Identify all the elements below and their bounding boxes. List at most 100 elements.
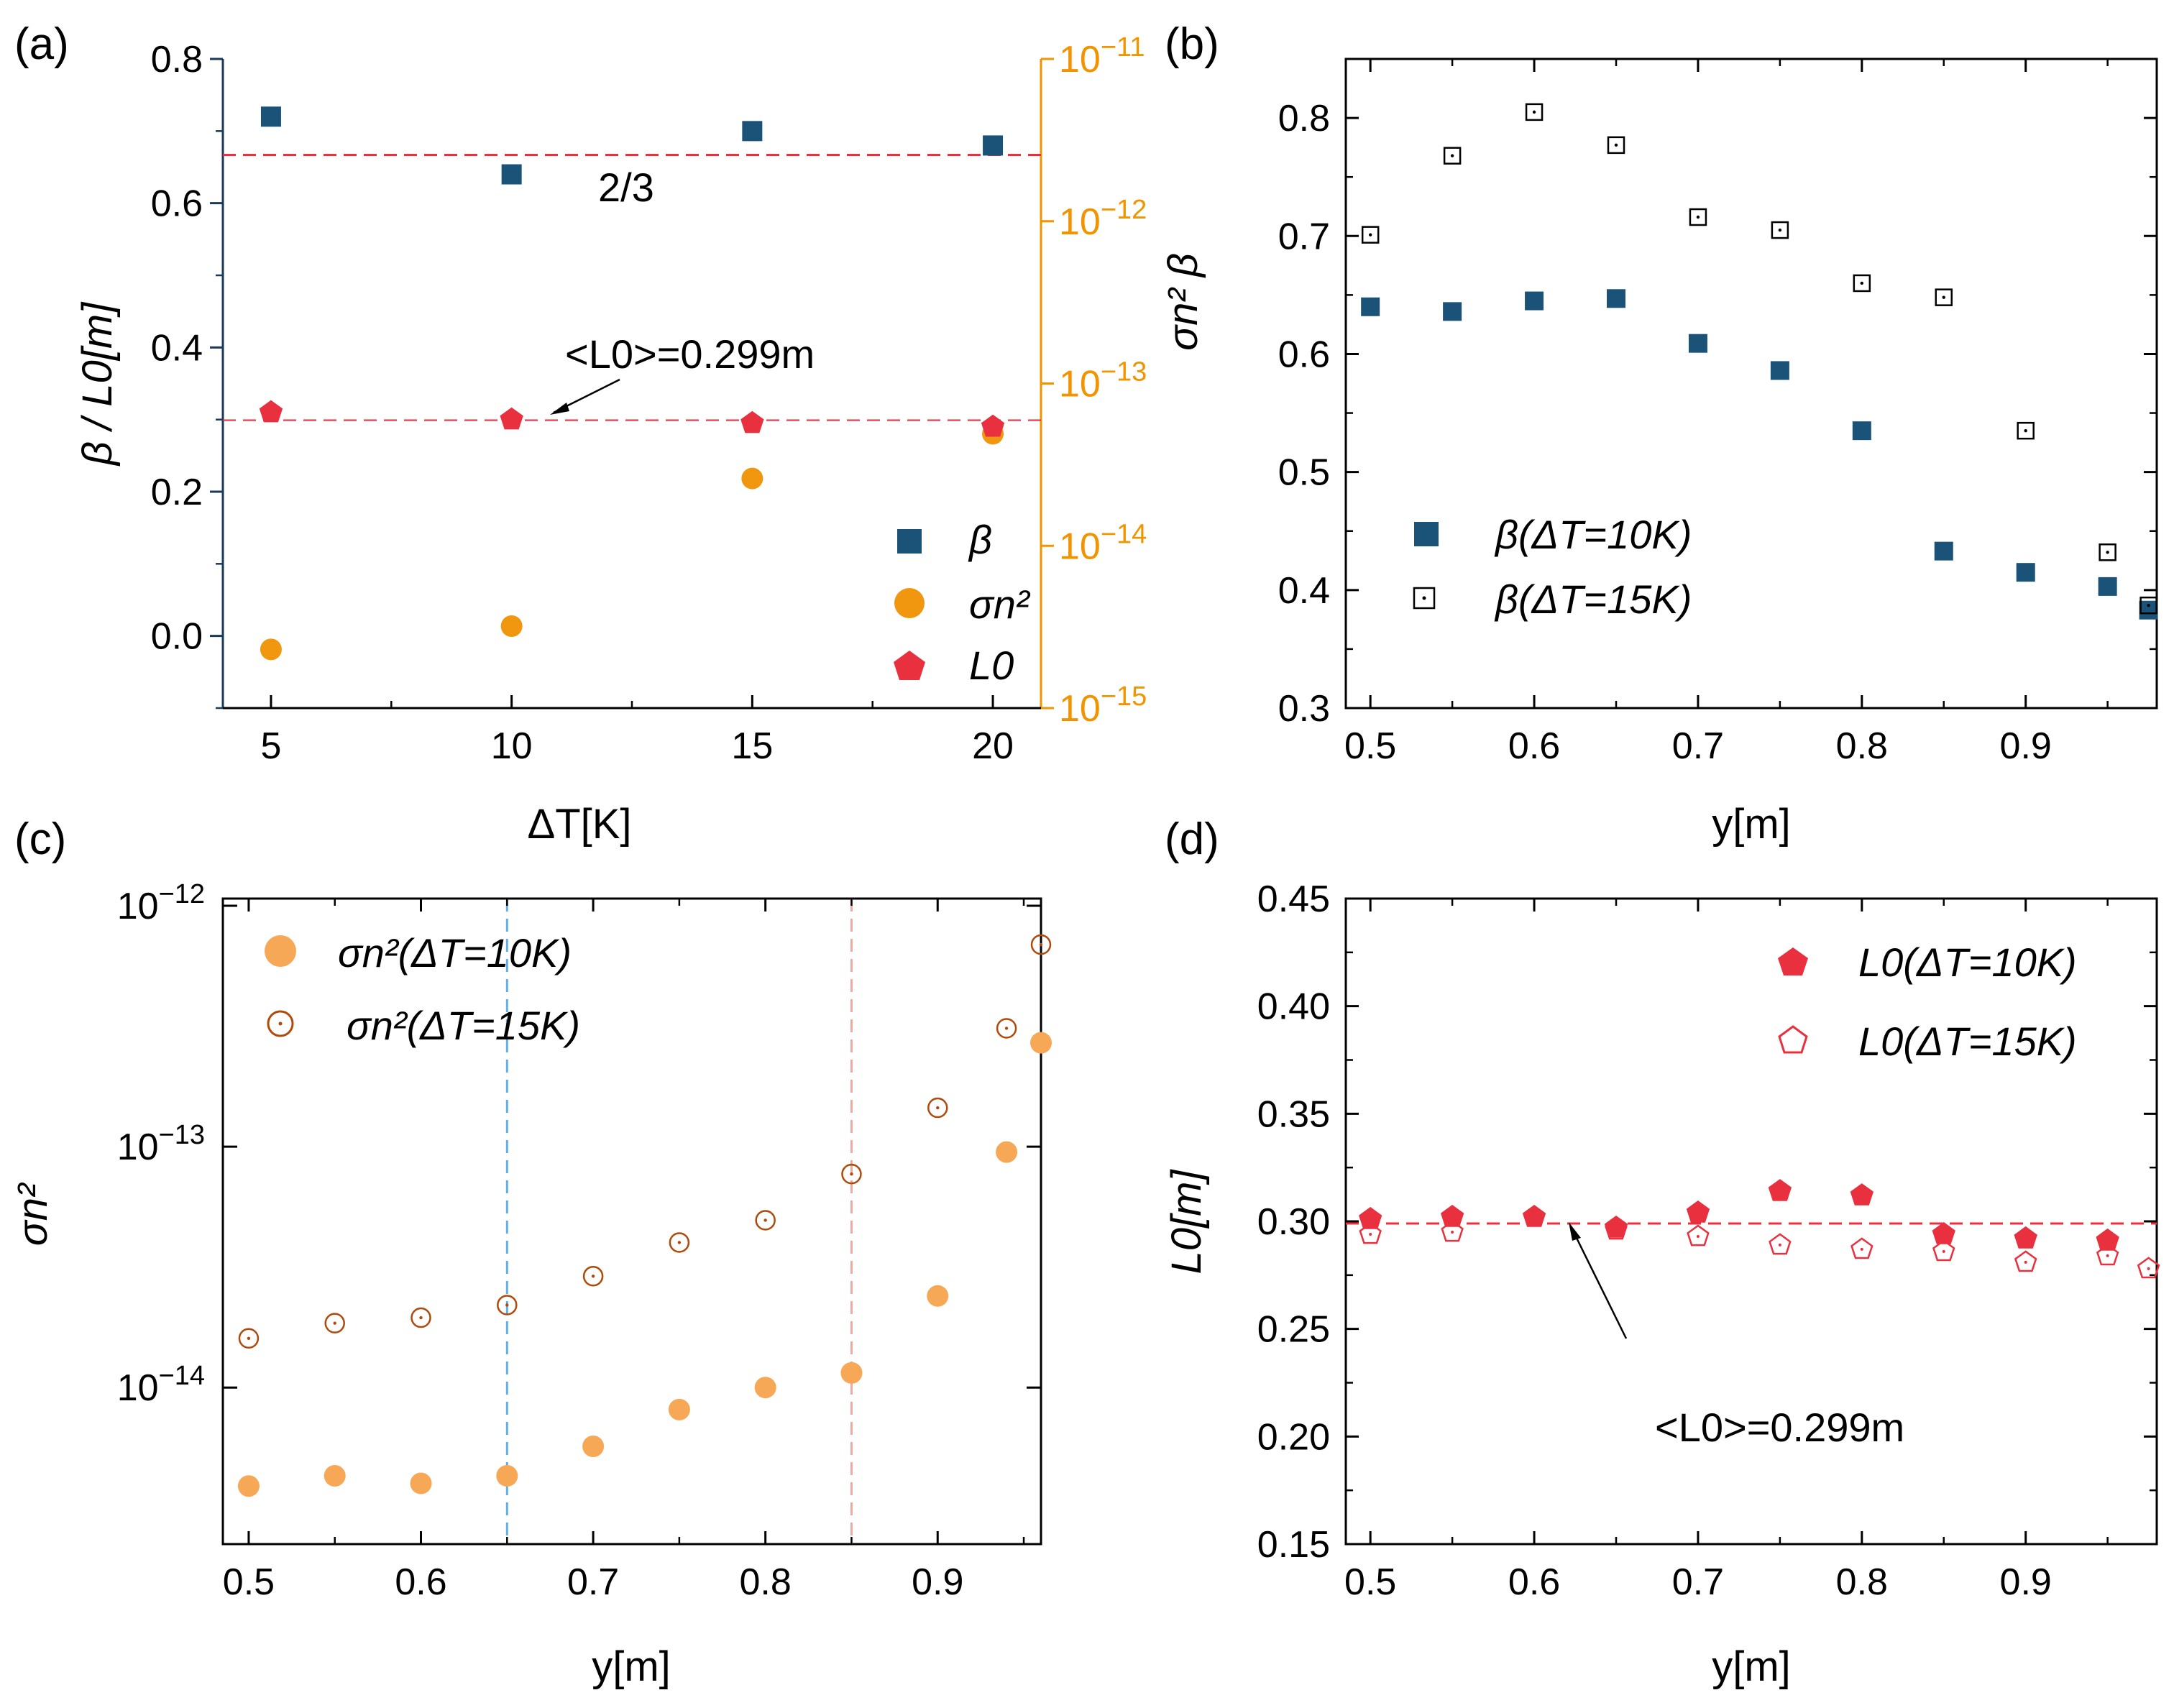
beta-15K-point	[2099, 543, 2116, 561]
beta-10K-point	[1688, 334, 1707, 353]
legend-marker-L0-15K	[1778, 1025, 1808, 1054]
legend-label-sigma: σn²	[969, 582, 1031, 627]
b-ytick-label: 0.5	[1278, 452, 1330, 494]
legend-label-sigma-10K: σn²(ΔT=10K)	[338, 930, 572, 975]
a-xtick-label: 15	[731, 725, 773, 767]
sigma-15K-point	[1030, 934, 1052, 955]
beta-15K-point-dot	[1778, 228, 1782, 232]
L0-point	[740, 410, 764, 433]
beta-15K-point	[1443, 147, 1462, 165]
d-ytick-label: 0.45	[1257, 878, 1330, 920]
L0-point	[259, 400, 283, 423]
beta-15K-point	[1607, 136, 1625, 155]
beta-10K-point	[1770, 361, 1789, 380]
sigma-15K-point	[582, 1266, 604, 1287]
L0-15K-point-dot	[1533, 1216, 1536, 1219]
annotation-mean-L0: <L0>=0.299m	[565, 331, 815, 377]
b-ytick-label: 0.8	[1278, 98, 1330, 139]
L0-point	[981, 414, 1005, 437]
beta-15K-point	[1361, 226, 1380, 244]
sigma-point	[741, 467, 763, 490]
sigma-15K-point-dot	[419, 1316, 423, 1320]
panel-a-ylabel: β / L0[m]	[74, 301, 121, 467]
sigma-15K-point	[411, 1307, 431, 1328]
c-xtick-label: 0.5	[223, 1561, 275, 1603]
a-y2tick-label: 10−12	[1059, 195, 1147, 243]
sigma-10K-point	[927, 1285, 949, 1307]
L0-10K-point	[1768, 1179, 1792, 1201]
annotation-arrow-shaft-d	[1570, 1227, 1628, 1339]
panel-c-frame	[221, 897, 1042, 1546]
a-ytick-label: 0.8	[151, 39, 203, 81]
d-ytick-label: 0.25	[1257, 1309, 1330, 1351]
sigma-15K-point-dot	[333, 1321, 336, 1325]
beta-10K-point	[1361, 297, 1380, 316]
beta-15K-point	[1771, 221, 1789, 239]
beta-15K-point	[1525, 103, 1544, 121]
L0-15K-point-dot	[2147, 1267, 2150, 1270]
legend-label-beta-15K: β(ΔT=15K)	[1494, 577, 1692, 622]
sigma-15K-point-dot	[850, 1172, 853, 1176]
sigma-15K-point	[996, 1018, 1017, 1039]
L0-15K-point	[2137, 1257, 2160, 1279]
L0-15K-point-dot	[2106, 1254, 2109, 1257]
L0-15K-point	[1359, 1222, 1382, 1244]
sigma-10K-point	[410, 1472, 432, 1494]
sigma-10K-point	[1030, 1032, 1052, 1054]
a-y2tick-label: 10−14	[1059, 519, 1147, 567]
L0-15K-point	[2014, 1250, 2037, 1272]
L0-point	[500, 407, 523, 430]
sigma-10K-point	[324, 1465, 346, 1487]
annotation-arrow-head-d	[1569, 1222, 1581, 1241]
panel-c-label: (c)	[14, 814, 66, 864]
beta-15K-point-dot	[1532, 110, 1536, 114]
beta-15K-point-dot	[2024, 428, 2027, 433]
sigma-10K-point	[496, 1465, 518, 1487]
legend-label-beta: β	[968, 517, 992, 562]
b-xtick-label: 0.8	[1836, 725, 1888, 767]
beta-15K-point-dot	[1450, 154, 1454, 157]
sigma-15K-point	[238, 1328, 260, 1349]
L0-10K-point	[2096, 1228, 2119, 1251]
b-ytick-label: 0.7	[1278, 216, 1330, 257]
sigma-15K-point-dot	[1039, 942, 1043, 947]
L0-15K-point	[1769, 1233, 1792, 1255]
panel-d: (d) 0.5 0.6 0.7 0.8 0.9 0.15 0.20 0.25 0.30 0.35…	[1163, 814, 2160, 1690]
beta-15K-point-dot	[1696, 215, 1700, 219]
sigma-10K-point	[840, 1362, 863, 1384]
d-ytick-label: 0.35	[1257, 1093, 1330, 1135]
legend-label-L0: L0	[969, 643, 1014, 688]
sigma-15K-point	[324, 1313, 345, 1333]
panel-b: (b) 0.5 0.6 0.7 0.8 0.9 0.3 0.4 0.5 0.6 0.7 0.8 β…	[1160, 19, 2158, 848]
beta-15K-point	[1935, 288, 1953, 306]
legend-label-sigma-15K: σn²(ΔT=15K)	[347, 1003, 580, 1048]
annotation-mean-L0-d: <L0>=0.299m	[1655, 1405, 1904, 1450]
d-ytick-label: 0.40	[1257, 986, 1330, 1028]
legend-marker-beta-15K-dot	[1422, 596, 1426, 600]
b-xtick-label: 0.9	[2000, 725, 2052, 767]
panel-c: (c) 0.5 0.6 0.7 0.8 0.9 10−14 10−13 10−12 σn²(…	[9, 814, 1052, 1690]
b-xtick-label: 0.6	[1508, 725, 1560, 767]
d-ytick-label: 0.15	[1257, 1524, 1330, 1566]
a-ytick-label: 0.4	[151, 327, 203, 369]
L0-15K-point-dot	[1615, 1228, 1618, 1231]
c-ytick-label: 10−13	[117, 1120, 205, 1168]
a-ytick-label: 0.6	[151, 183, 203, 225]
legend-marker-beta-15K	[1413, 587, 1436, 610]
L0-10K-point	[1359, 1207, 1382, 1229]
legend-marker-beta-10K	[1414, 522, 1439, 546]
beta-10K-point	[1525, 291, 1544, 311]
panel-c-ylabel: σn²	[9, 1182, 56, 1246]
beta-10K-point	[1607, 289, 1625, 308]
d-xtick-label: 0.5	[1344, 1561, 1396, 1603]
annotation-arrow-head-a	[550, 403, 569, 415]
sigma-15K-point-dot	[1004, 1027, 1009, 1030]
beta-point	[742, 121, 763, 142]
L0-10K-point	[1441, 1205, 1464, 1227]
L0-10K-point	[1604, 1216, 1628, 1238]
sigma-15K-point-dot	[677, 1241, 682, 1244]
sigma-10K-point	[996, 1141, 1018, 1163]
b-ytick-label: 0.4	[1278, 570, 1330, 612]
legend-marker-L0	[894, 651, 925, 680]
